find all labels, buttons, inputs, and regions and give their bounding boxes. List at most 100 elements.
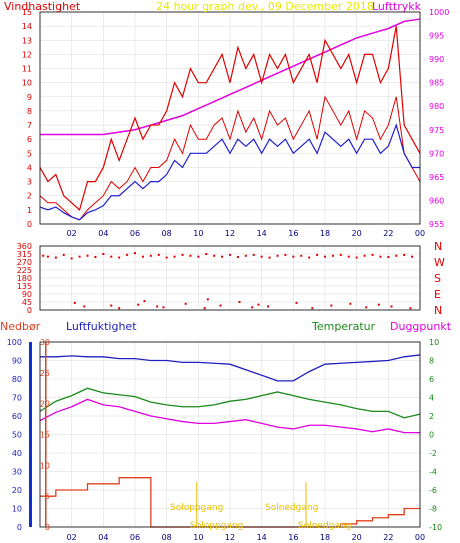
- compass-label-s: S: [434, 272, 441, 285]
- wind-gust-line: [39, 26, 421, 211]
- pressure-tick-label: 965: [429, 173, 444, 182]
- chart-title: 24 hour graph dev., 09 December 2018: [156, 0, 374, 13]
- bottom-time-tick-label: 22: [383, 533, 393, 542]
- sunset-label: Solnedgang: [265, 503, 318, 513]
- wind-tick-label: 3: [27, 178, 32, 187]
- wind-tick-label: 8: [27, 107, 32, 116]
- rain-axis-title: Nedbør: [0, 320, 41, 333]
- direction-point: [157, 253, 160, 256]
- rain-tick-label: 10: [40, 461, 50, 470]
- pressure-tick-label: 995: [429, 32, 444, 41]
- temperature-tick-label: 8: [429, 357, 434, 366]
- direction-point: [86, 254, 89, 257]
- direction-point: [102, 253, 105, 255]
- direction-point: [156, 305, 159, 308]
- direction-point: [300, 254, 303, 257]
- humidity-tick-label: 40: [12, 449, 22, 458]
- wind-tick-label: 2: [27, 192, 32, 201]
- humidity-axis-title: Luftfuktighet: [66, 320, 137, 333]
- direction-point: [229, 253, 231, 256]
- direction-point: [284, 253, 287, 256]
- temperature-tick-label: -4: [429, 468, 437, 477]
- direction-tick-label: 90: [22, 290, 32, 299]
- direction-point: [110, 304, 113, 307]
- direction-point: [73, 301, 76, 304]
- direction-point: [236, 256, 239, 259]
- panel-frame: [39, 341, 421, 528]
- humidity-line: [40, 354, 421, 382]
- rain-tick-label: 0: [45, 523, 50, 532]
- direction-point: [316, 253, 319, 256]
- direction-point: [149, 254, 152, 257]
- temperature-tick-label: 2: [429, 412, 434, 421]
- direction-point: [134, 252, 136, 255]
- pressure-tick-label: 1000: [429, 8, 449, 17]
- humidity-tick-label: 10: [12, 505, 22, 514]
- humidity-tick-label: 0: [17, 523, 22, 532]
- wind-tick-label: 7: [27, 121, 32, 130]
- bottom-time-tick-label: 18: [320, 533, 330, 542]
- rain-tick-label: 15: [40, 431, 50, 440]
- temperature-tick-label: -8: [429, 505, 437, 514]
- direction-point: [365, 306, 368, 309]
- bottom-time-tick-label: 14: [257, 533, 267, 542]
- direction-tick-label: 225: [17, 266, 32, 275]
- direction-point: [62, 253, 65, 256]
- panel-frame: [39, 245, 421, 311]
- rain-axis-bar: [29, 342, 32, 527]
- top-time-tick-label: 00: [415, 229, 425, 238]
- pressure-tick-label: 960: [429, 196, 444, 205]
- direction-point: [213, 254, 216, 257]
- top-time-tick-label: 18: [320, 229, 330, 238]
- bottom-time-tick-label: 06: [130, 533, 140, 542]
- pressure-tick-label: 980: [429, 102, 444, 111]
- bottom-time-tick-label: 12: [225, 533, 235, 542]
- top-time-tick-label: 16: [288, 229, 298, 238]
- pressure-axis-title: Lufttrykk: [372, 0, 422, 13]
- bottom-time-tick-label: 08: [162, 533, 172, 542]
- direction-point: [137, 303, 140, 306]
- top-time-tick-label: 10: [193, 229, 203, 238]
- top-time-tick-label: 04: [98, 229, 108, 238]
- direction-point: [292, 255, 295, 258]
- direction-point: [403, 253, 406, 256]
- compass-label-e: E: [434, 288, 441, 301]
- direction-point: [54, 256, 57, 259]
- direction-tick-label: 0: [27, 306, 32, 315]
- wind-tick-label: 15: [22, 8, 32, 17]
- wind-tick-label: 10: [22, 79, 32, 88]
- direction-point: [311, 307, 314, 310]
- direction-point: [347, 255, 350, 258]
- pressure-line: [40, 18, 421, 136]
- direction-point: [143, 300, 146, 303]
- wind-tick-label: 4: [27, 163, 32, 172]
- compass-label-w: W: [434, 256, 445, 269]
- direction-point: [126, 253, 129, 256]
- frames-layer: [29, 11, 421, 528]
- humidity-tick-label: 50: [12, 431, 22, 440]
- sunrise-label: Soloppgang: [170, 503, 223, 513]
- compass-label-n: N: [434, 304, 442, 317]
- rain-axis-line: [45, 342, 47, 527]
- direction-point: [349, 302, 352, 305]
- bottom-time-tick-label: 04: [98, 533, 108, 542]
- direction-point: [371, 253, 374, 256]
- top-time-tick-label: 14: [257, 229, 267, 238]
- direction-point: [257, 303, 260, 306]
- direction-point: [197, 255, 200, 258]
- direction-point: [206, 298, 209, 301]
- direction-point: [295, 301, 298, 304]
- direction-point: [377, 303, 380, 306]
- direction-point: [411, 255, 414, 258]
- direction-point: [331, 254, 334, 257]
- direction-point: [221, 255, 224, 258]
- wind-tick-label: 0: [27, 220, 32, 229]
- direction-point: [268, 256, 271, 259]
- direction-point: [173, 255, 176, 258]
- direction-point: [308, 256, 311, 259]
- direction-point: [181, 253, 184, 256]
- wind-tick-label: 5: [27, 149, 32, 158]
- compass-label-n: N: [434, 240, 442, 253]
